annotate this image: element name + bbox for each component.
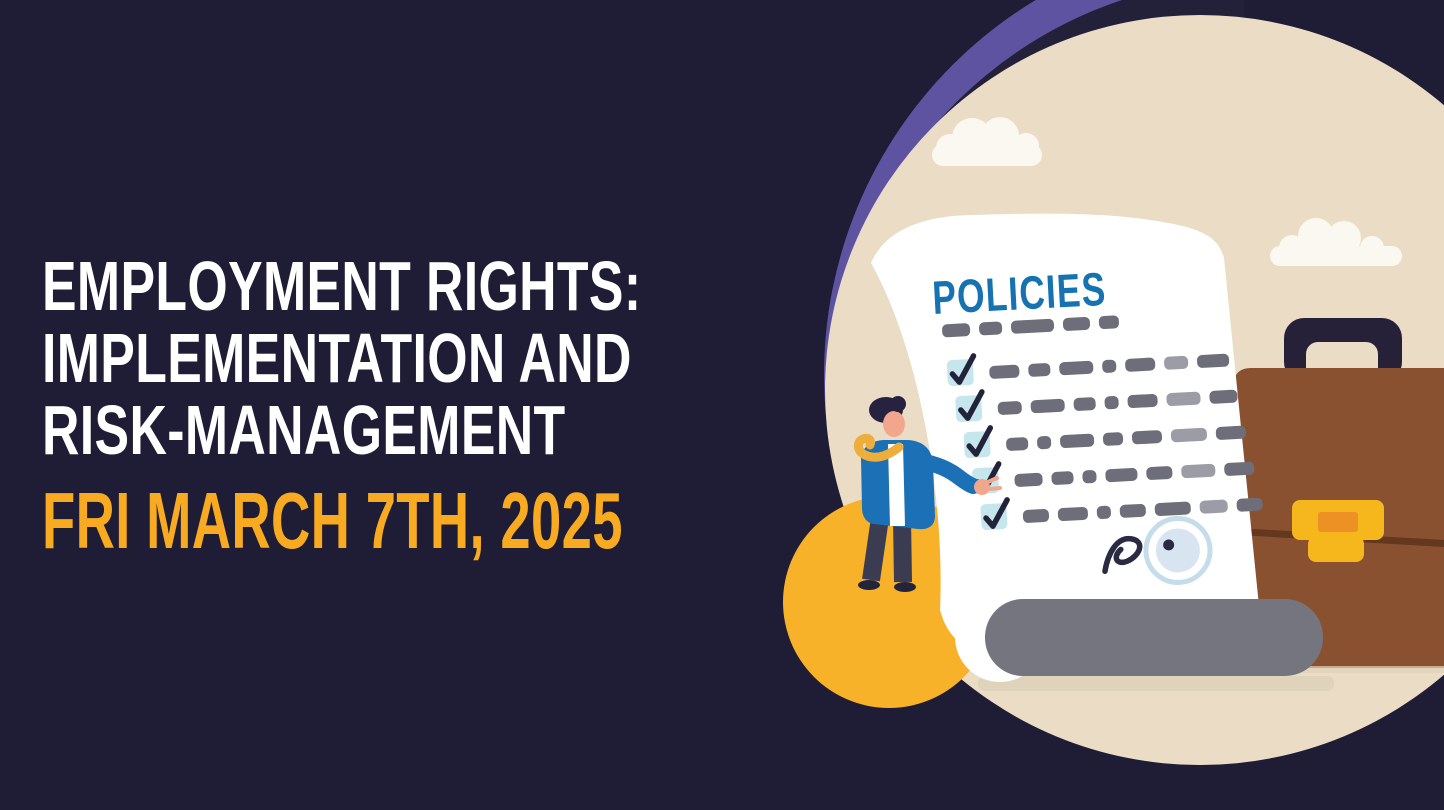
- dash: [1104, 396, 1119, 410]
- dash: [997, 401, 1022, 415]
- dash: [1057, 506, 1088, 522]
- checkmark-icon: [983, 497, 1010, 529]
- event-title: EMPLOYMENT RIGHTS: IMPLEMENTATION AND RI…: [42, 250, 641, 466]
- dash: [1037, 436, 1052, 450]
- dash: [1154, 501, 1191, 516]
- fingers: [986, 476, 1002, 491]
- leg-right: [893, 517, 912, 583]
- dash: [1073, 397, 1096, 411]
- checkmark-icon: [958, 389, 985, 421]
- dash: [979, 321, 1003, 336]
- dash: [1014, 472, 1043, 487]
- dash: [1224, 461, 1255, 476]
- checklist: [942, 315, 1263, 531]
- dash: [1215, 425, 1246, 440]
- stamp-inner: [1155, 528, 1200, 573]
- checkmark-icon: [966, 425, 994, 457]
- event-date: FRI MARCH 7TH, 2025: [42, 476, 623, 565]
- dash: [1096, 505, 1111, 519]
- shoe-right: [894, 582, 916, 592]
- dash: [1062, 317, 1091, 331]
- tie: [853, 433, 904, 462]
- dash: [1030, 398, 1065, 414]
- dash: [1199, 499, 1228, 514]
- businessman: [853, 396, 1002, 592]
- dash: [1098, 315, 1119, 330]
- dash: [1236, 497, 1263, 512]
- dash: [1164, 355, 1189, 370]
- dash: [1060, 433, 1095, 449]
- shirt: [888, 444, 905, 526]
- dash: [1181, 463, 1216, 479]
- dash: [1119, 503, 1146, 518]
- leg-left: [862, 516, 889, 582]
- face: [883, 411, 905, 437]
- dash: [989, 364, 1020, 379]
- dash: [1082, 470, 1097, 484]
- document-content: POLICIES: [931, 262, 1263, 585]
- dash: [1105, 467, 1138, 483]
- briefcase-clasp-button: [1318, 512, 1358, 532]
- dash: [1028, 363, 1051, 377]
- scroll-roll: [955, 592, 1334, 691]
- dash: [1010, 318, 1055, 334]
- dash: [1127, 393, 1158, 409]
- dash: [1166, 391, 1201, 406]
- dash: [942, 323, 971, 338]
- dash: [1102, 432, 1124, 446]
- dash: [1102, 359, 1117, 373]
- hand: [974, 479, 990, 495]
- briefcase: [1232, 318, 1444, 673]
- dash: [1006, 437, 1029, 451]
- signature-dot: [1163, 539, 1175, 551]
- roll-shadow: [978, 676, 1334, 691]
- arm: [908, 452, 981, 494]
- signature: [1102, 536, 1143, 575]
- briefcase-clasp-tab: [1308, 536, 1364, 562]
- title-line-1: EMPLOYMENT RIGHTS:: [42, 247, 642, 325]
- dash: [1170, 427, 1207, 443]
- dash: [1197, 353, 1230, 368]
- dash: [1125, 357, 1156, 372]
- checkmark-icon: [949, 353, 977, 385]
- title-line-2: IMPLEMENTATION AND: [42, 319, 632, 397]
- roll-cylinder: [985, 599, 1323, 676]
- briefcase-shadow: [1240, 666, 1444, 673]
- cloud-right: [1270, 218, 1402, 266]
- dash: [1209, 389, 1238, 404]
- shoe-left: [858, 580, 880, 590]
- dash: [1022, 509, 1050, 523]
- dash: [1051, 471, 1074, 485]
- title-line-3: RISK-MANAGEMENT: [42, 391, 566, 469]
- policies-title: POLICIES: [931, 262, 1108, 324]
- dash: [1059, 360, 1094, 376]
- dash: [1131, 430, 1163, 445]
- hair-front: [890, 396, 906, 412]
- dash: [1146, 466, 1173, 480]
- cloud-left: [932, 117, 1042, 166]
